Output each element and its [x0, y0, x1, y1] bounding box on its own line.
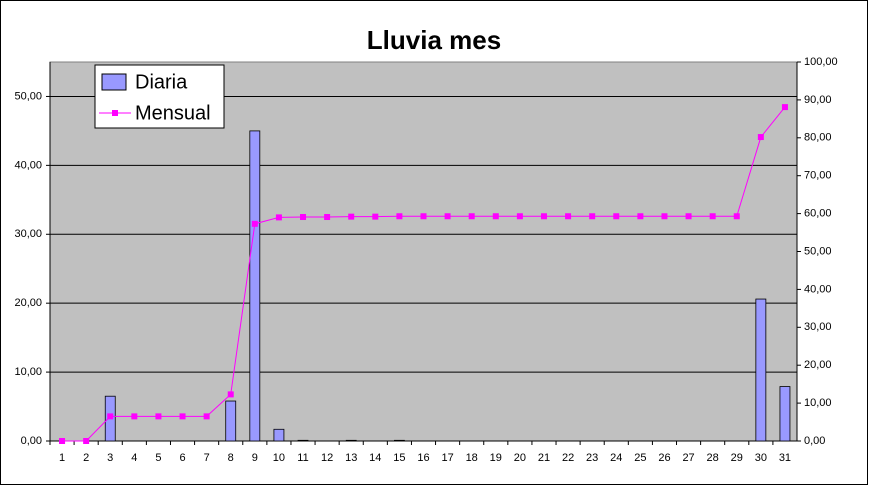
bar [755, 298, 767, 442]
x-tick-label: 27 [682, 452, 694, 464]
y2-tick-label: 100,00 [804, 56, 838, 68]
x-tick-label: 9 [252, 452, 258, 464]
x-tick-label: 10 [273, 452, 285, 464]
bar [297, 439, 309, 442]
marker [83, 438, 90, 444]
x-tick-label: 11 [297, 452, 308, 464]
x-tick-label: 24 [610, 452, 622, 464]
y-tick-label: 10,00 [14, 366, 42, 378]
marker [516, 213, 523, 220]
marker [540, 213, 547, 220]
marker [179, 413, 186, 420]
marker [613, 213, 620, 220]
bar [779, 386, 791, 442]
marker [251, 220, 258, 227]
x-tick-label: 25 [634, 452, 646, 464]
x-tick-label: 28 [707, 452, 719, 464]
y2-tick-label: 60,00 [804, 208, 832, 220]
bar [273, 428, 285, 442]
x-tick-label: 30 [755, 452, 767, 464]
marker [227, 391, 234, 398]
x-tick-label: 3 [107, 452, 113, 464]
legend: Diaria Mensual [94, 64, 225, 129]
marker [709, 213, 716, 220]
y-tick-label: 20,00 [14, 297, 42, 309]
x-tick-label: 8 [228, 452, 234, 464]
x-tick-label: 2 [83, 452, 89, 464]
y-tick-label: 40,00 [14, 159, 42, 171]
x-tick-label: 4 [131, 452, 137, 464]
x-tick-label: 19 [490, 452, 502, 464]
bar [225, 400, 237, 442]
marker [131, 413, 138, 420]
y-tick-label: 0,00 [21, 435, 42, 447]
x-tick-label: 1 [59, 452, 65, 464]
marker [420, 213, 427, 220]
x-tick-label: 29 [731, 452, 743, 464]
chart-title: Lluvia mes [367, 25, 501, 55]
x-tick-label: 6 [179, 452, 185, 464]
marker [637, 213, 644, 220]
marker [733, 213, 740, 220]
x-tick-label: 15 [393, 452, 405, 464]
marker [300, 214, 307, 221]
x-tick-label: 26 [658, 452, 670, 464]
marker [757, 134, 764, 141]
x-tick-label: 14 [369, 452, 381, 464]
y2-tick-label: 70,00 [804, 170, 832, 182]
y-tick-label: 50,00 [14, 90, 42, 102]
x-tick-label: 7 [204, 452, 210, 464]
marker [661, 213, 668, 220]
legend-label: Mensual [135, 102, 211, 124]
marker [324, 214, 331, 221]
y-tick-label: 30,00 [14, 228, 42, 240]
x-tick-label: 12 [321, 452, 333, 464]
y2-tick-label: 10,00 [804, 397, 832, 409]
x-tick-label: 18 [466, 452, 478, 464]
x-tick-label: 20 [514, 452, 526, 464]
x-tick-label: 16 [417, 452, 429, 464]
marker [685, 213, 692, 220]
x-tick-label: 31 [779, 452, 791, 464]
y2-tick-label: 80,00 [804, 132, 832, 144]
x-tick-label: 22 [562, 452, 574, 464]
y2-tick-label: 20,00 [804, 359, 832, 371]
y2-tick-label: 30,00 [804, 321, 832, 333]
y2-tick-label: 90,00 [804, 94, 832, 106]
x-tick-label: 21 [538, 452, 550, 464]
marker [155, 413, 162, 420]
legend-swatch [101, 73, 127, 91]
marker [203, 413, 210, 420]
marker [444, 213, 451, 220]
x-tick-label: 13 [345, 452, 357, 464]
marker [59, 438, 66, 444]
bar [394, 439, 405, 442]
y2-tick-label: 40,00 [804, 283, 832, 295]
marker [107, 413, 114, 420]
marker [492, 213, 499, 220]
y2-tick-label: 0,00 [804, 435, 825, 447]
marker [348, 213, 355, 220]
marker [565, 213, 572, 220]
marker [275, 214, 282, 221]
x-tick-label: 5 [155, 452, 161, 464]
bar [345, 439, 357, 442]
legend-label: Diaria [135, 71, 188, 93]
legend-swatch [112, 110, 118, 116]
bar [249, 130, 261, 442]
y2-tick-label: 50,00 [804, 245, 832, 257]
marker [589, 213, 596, 220]
marker [468, 213, 475, 220]
marker [396, 213, 403, 220]
x-tick-label: 23 [586, 452, 598, 464]
marker [781, 104, 788, 111]
marker [372, 213, 379, 220]
x-tick-label: 17 [441, 452, 453, 464]
